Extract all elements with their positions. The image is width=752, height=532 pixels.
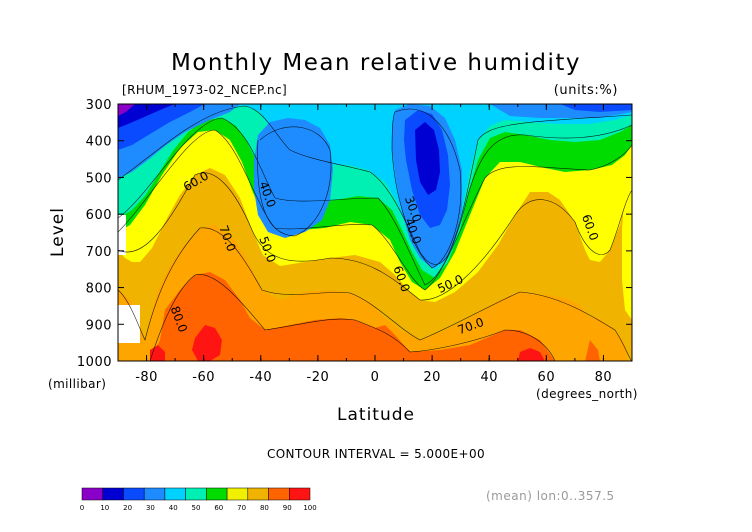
contour-plot-area: 60.0 40.070.0 50.080.030.040.060.0 50.070.0… xyxy=(117,103,633,362)
colorbar-label: 0 xyxy=(80,504,84,512)
contour-line xyxy=(118,117,632,286)
y-tick-label: 600 xyxy=(86,208,112,223)
contour-line xyxy=(118,172,632,301)
y-tick-label: 700 xyxy=(86,245,112,260)
footer-label: (mean) lon:0..357.5 xyxy=(486,489,615,503)
contour-interval-label: CONTOUR INTERVAL = 5.000E+00 xyxy=(267,447,485,461)
colorbar-swatch xyxy=(289,487,311,501)
colorbar-label: 30 xyxy=(146,504,155,512)
colorbar-label: 40 xyxy=(169,504,178,512)
contour-line xyxy=(118,227,632,361)
contour-line xyxy=(118,105,632,265)
x-tick-label: 60 xyxy=(538,370,556,385)
colorbar-label: 100 xyxy=(303,504,316,512)
colorbar-label: 60 xyxy=(214,504,223,512)
y-tick-label: 500 xyxy=(86,171,112,186)
colorbar-swatch xyxy=(102,487,124,501)
y-tick-label: 800 xyxy=(86,282,112,297)
region-25-top-right xyxy=(560,104,632,112)
colorbar-swatch xyxy=(81,487,103,501)
contour-line xyxy=(118,129,632,291)
colorbar-swatch xyxy=(226,487,249,501)
region-90-south xyxy=(192,325,222,361)
region-50 xyxy=(118,104,632,278)
contour-line xyxy=(149,274,556,361)
region-35-south xyxy=(254,118,333,238)
colorbar-label: 90 xyxy=(283,504,292,512)
x-tick-label: -60 xyxy=(192,370,215,385)
x-tick-label: 20 xyxy=(423,370,441,385)
x-tick-label: -20 xyxy=(307,370,330,385)
y-tick-label: 400 xyxy=(86,135,112,150)
x-tick-label: 40 xyxy=(480,370,498,385)
colorbar xyxy=(81,487,311,501)
region-right-yellow xyxy=(622,180,632,320)
units-label: (units:%) xyxy=(554,83,618,98)
x-tick-label: -40 xyxy=(249,370,272,385)
x-units-label: (degrees_north) xyxy=(536,387,638,401)
colorbar-swatch xyxy=(123,487,145,501)
x-tick-label: -80 xyxy=(135,370,158,385)
region-15-top xyxy=(118,104,175,128)
contour-line xyxy=(391,108,462,269)
x-axis-title: Latitude xyxy=(337,405,415,425)
contour-line xyxy=(257,126,332,237)
colorbar-label: 10 xyxy=(100,504,109,512)
colorbar-label: 80 xyxy=(260,504,269,512)
colorbar-swatch xyxy=(185,487,207,501)
colorbar-swatch xyxy=(268,487,290,501)
colorbar-swatch xyxy=(206,487,228,501)
x-tick-label: 0 xyxy=(371,370,380,385)
colorbar-label: 20 xyxy=(123,504,132,512)
region-10-top xyxy=(118,104,135,116)
colorbar-swatch xyxy=(164,487,186,501)
colorbar-label: 70 xyxy=(237,504,246,512)
colorbar-label: 50 xyxy=(192,504,201,512)
file-label: [RHUM_1973-02_NCEP.nc] xyxy=(122,83,287,97)
y-tick-label: 1000 xyxy=(77,355,112,370)
y-axis-title: Level xyxy=(48,207,68,257)
y-units-label: (millibar) xyxy=(48,377,106,391)
missing-data-left-lower xyxy=(118,305,140,343)
y-tick-label: 300 xyxy=(86,98,112,113)
missing-data-left-upper xyxy=(118,215,126,255)
colorbar-swatch xyxy=(143,487,166,501)
region-15-north xyxy=(415,122,440,195)
chart-title: Monthly Mean relative humidity xyxy=(171,50,581,76)
region-90-north xyxy=(518,348,545,361)
y-tick-label: 900 xyxy=(86,318,112,333)
colorbar-swatch xyxy=(247,487,269,501)
x-tick-label: 80 xyxy=(595,370,613,385)
